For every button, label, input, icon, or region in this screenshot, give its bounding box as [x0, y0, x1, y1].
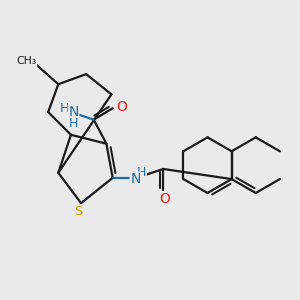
Text: H: H	[60, 102, 69, 115]
Text: S: S	[74, 206, 83, 218]
Text: O: O	[116, 100, 127, 114]
Text: N: N	[68, 105, 79, 119]
Text: H: H	[137, 166, 146, 179]
Text: O: O	[159, 192, 170, 206]
Text: N: N	[130, 172, 141, 186]
Text: H: H	[69, 117, 78, 130]
Text: CH₃: CH₃	[16, 56, 37, 67]
